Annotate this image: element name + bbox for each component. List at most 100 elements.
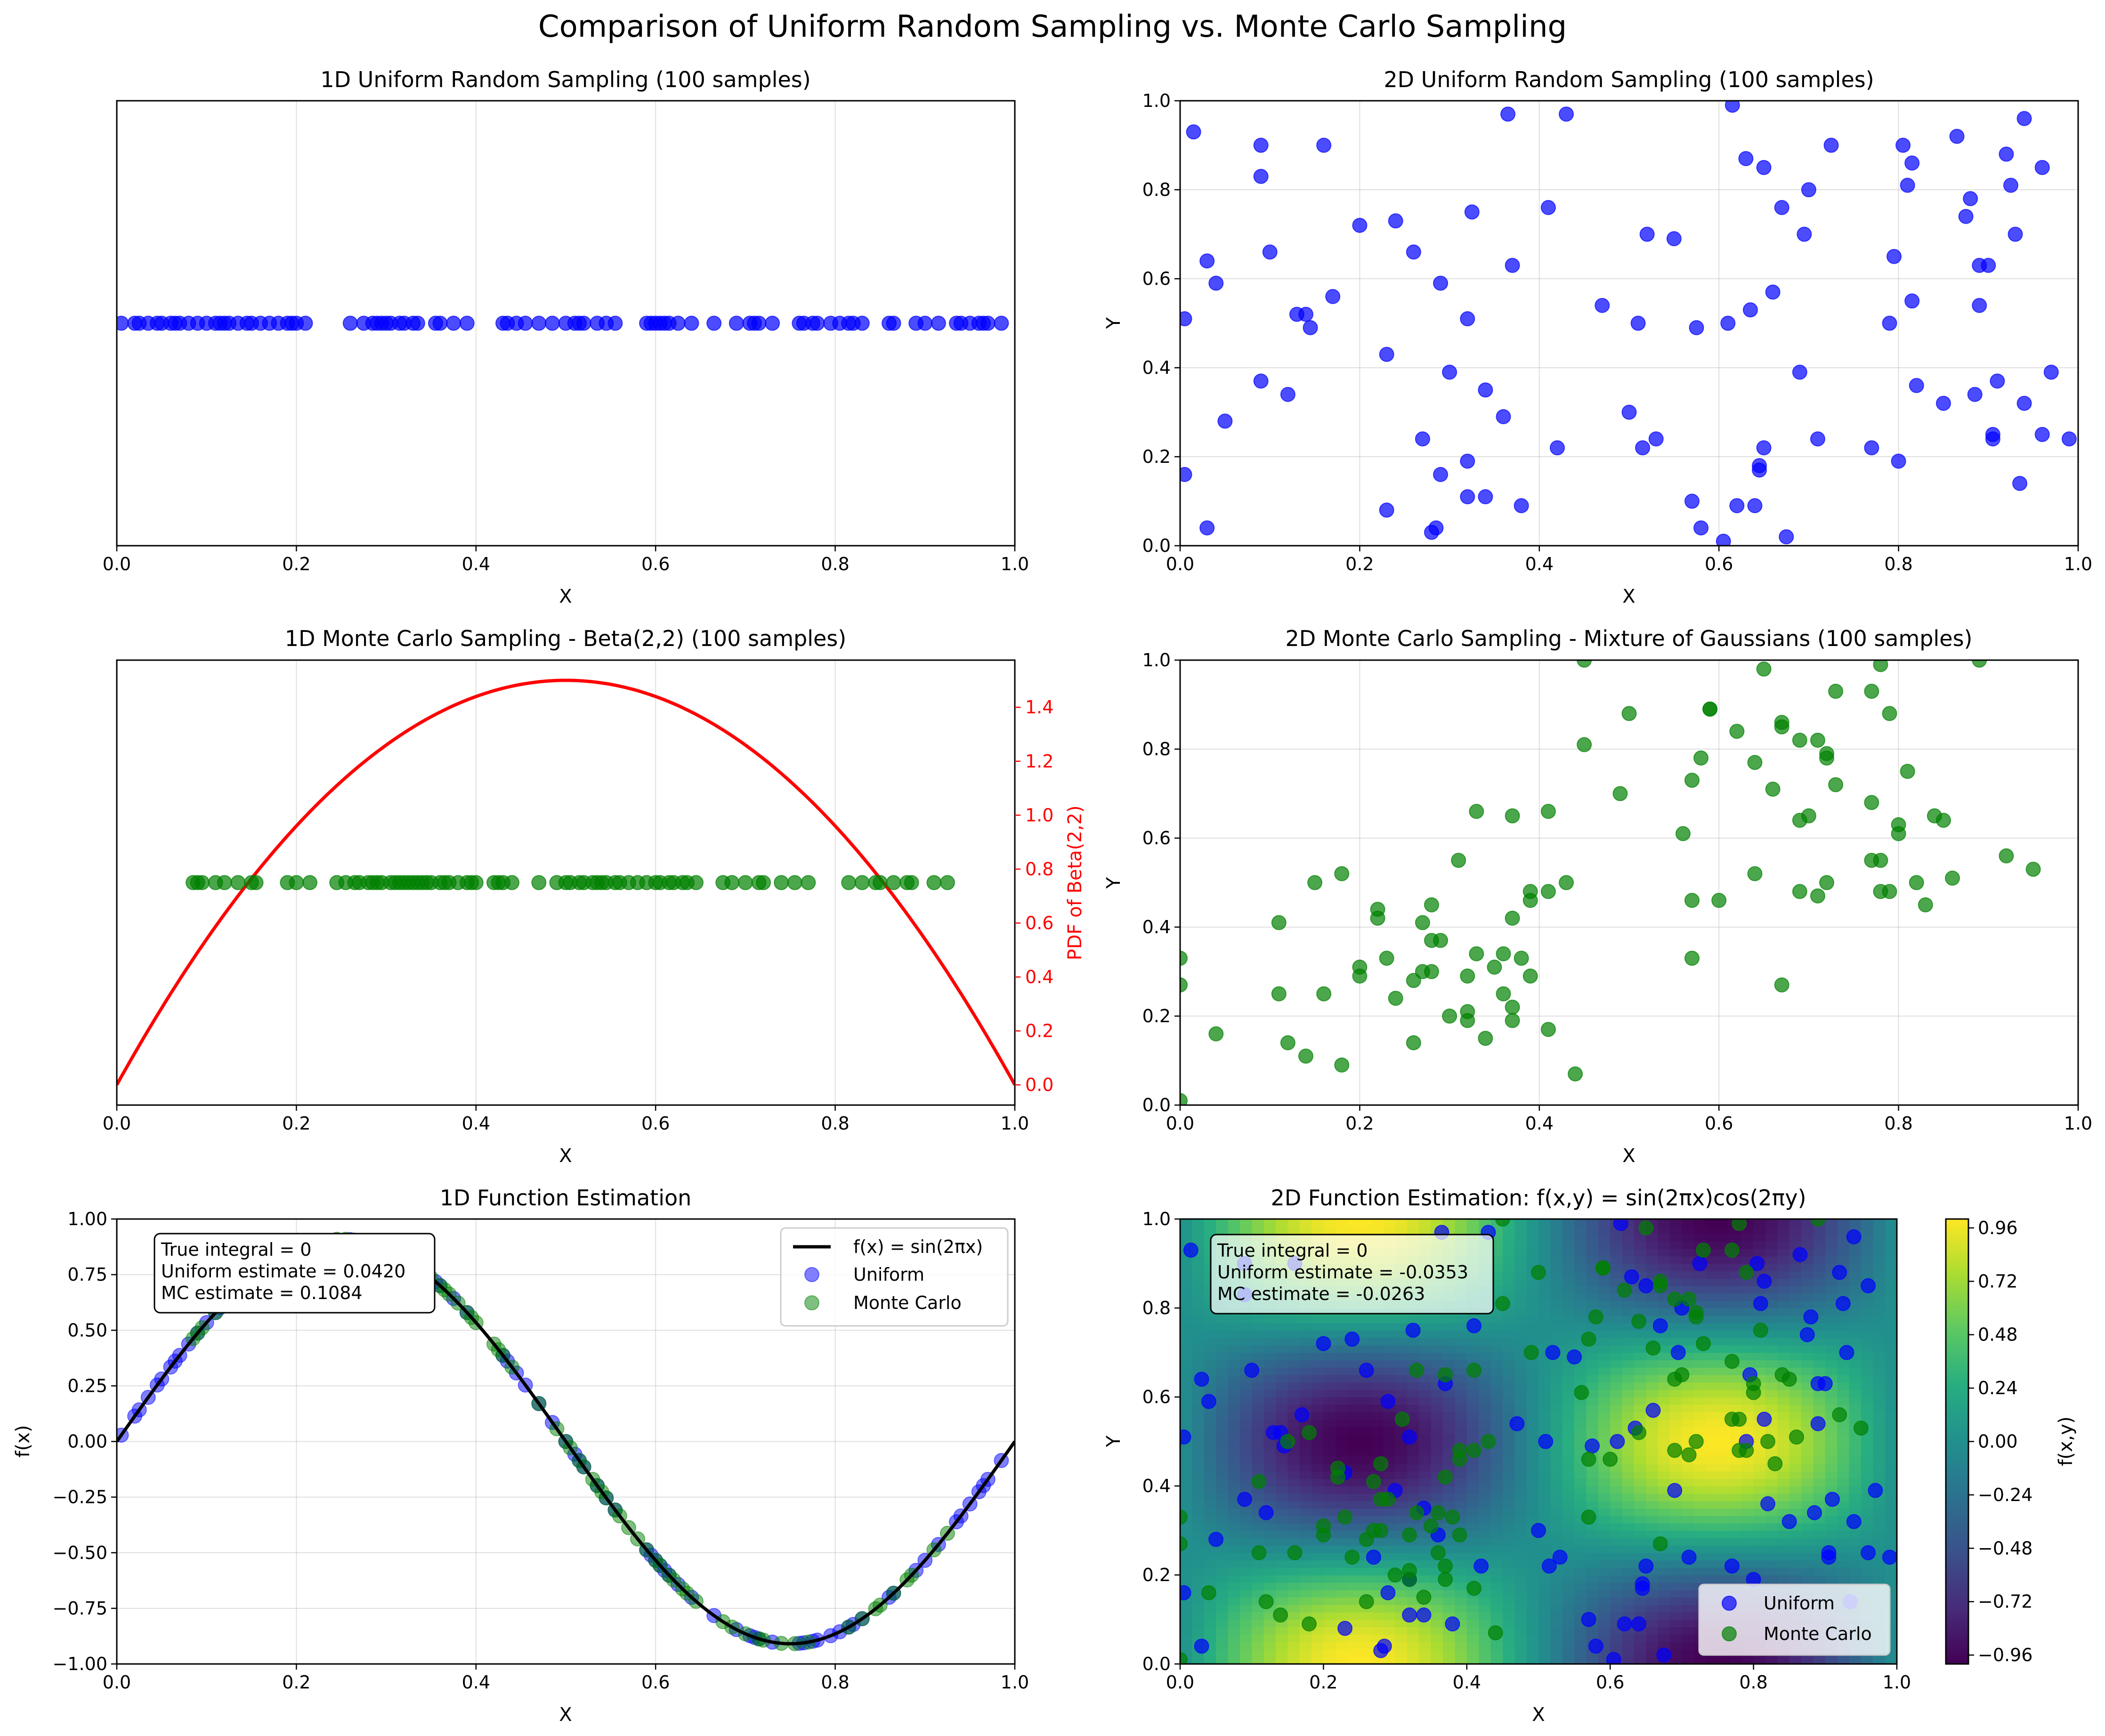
p6-heat-cell xyxy=(1335,1315,1348,1324)
p6-heat-cell xyxy=(1765,1530,1778,1539)
p6-heat-cell xyxy=(1312,1323,1324,1331)
p6-heat-cell xyxy=(1622,1456,1635,1464)
p6-heat-cell xyxy=(1514,1545,1527,1553)
p6-heat-cell xyxy=(1658,1434,1670,1442)
p6-heat-cell xyxy=(1323,1397,1336,1405)
p6-heat-cell xyxy=(1347,1649,1360,1657)
p6-heat-cell xyxy=(1312,1493,1324,1502)
p6-heat-cell xyxy=(1419,1575,1432,1583)
p6-heat-cell xyxy=(1741,1345,1754,1353)
p6-heat-cell xyxy=(1586,1360,1599,1368)
p6-heat-cell xyxy=(1180,1389,1193,1397)
p6-heat-cell xyxy=(1455,1582,1467,1591)
p6-heat-cell xyxy=(1395,1552,1408,1561)
p6-uniform-point xyxy=(1294,1407,1310,1422)
p6-heat-cell xyxy=(1622,1560,1635,1568)
p6-mc-point xyxy=(1201,1585,1216,1600)
p6-mc-point xyxy=(1832,1407,1847,1422)
p6-heat-cell xyxy=(1586,1471,1599,1479)
p6-heat-cell xyxy=(1204,1552,1216,1561)
p6-heat-cell xyxy=(1239,1605,1252,1613)
p6-heat-cell xyxy=(1658,1427,1670,1435)
p6-heat-cell xyxy=(1837,1493,1850,1502)
p6-heat-cell xyxy=(1252,1219,1264,1227)
p6-heat-cell xyxy=(1825,1249,1838,1257)
p6-heat-cell xyxy=(1765,1293,1778,1301)
p6-ytick-label: 0.2 xyxy=(1142,1565,1171,1585)
p6-heat-cell xyxy=(1646,1256,1659,1264)
p6-mc-point xyxy=(1531,1265,1546,1280)
p6-heat-cell xyxy=(1682,1508,1694,1516)
p6-heat-cell xyxy=(1729,1508,1742,1516)
p6-heat-cell xyxy=(1479,1590,1491,1598)
p6-heat-cell xyxy=(1682,1463,1694,1472)
p6-heat-cell xyxy=(1443,1456,1456,1464)
p6-heat-cell xyxy=(1312,1612,1324,1620)
p6-heat-cell xyxy=(1753,1360,1766,1368)
p6-xtick-label: 0.0 xyxy=(1166,1672,1194,1693)
p6-heat-cell xyxy=(1765,1523,1778,1531)
p6-heat-cell xyxy=(1574,1374,1587,1383)
p3-pdf-curve xyxy=(117,678,1015,1086)
p6-mc-point xyxy=(1416,1590,1432,1605)
p6-heat-cell xyxy=(1789,1263,1802,1272)
p6-heat-cell xyxy=(1180,1293,1193,1301)
p6-heat-cell xyxy=(1550,1530,1563,1539)
p6-heat-cell xyxy=(1383,1226,1396,1235)
p6-heat-cell xyxy=(1574,1263,1587,1272)
p6-heat-cell xyxy=(1873,1234,1886,1242)
p6-heat-cell xyxy=(1873,1530,1886,1539)
p6-heat-cell xyxy=(1323,1352,1336,1361)
p6-heat-cell xyxy=(1670,1627,1683,1635)
p6-heat-cell xyxy=(1299,1597,1312,1605)
p6-heat-cell xyxy=(1801,1538,1814,1546)
p6-mc-point xyxy=(1574,1385,1589,1400)
p6-heat-cell xyxy=(1407,1545,1420,1553)
p6-heat-cell xyxy=(1335,1493,1348,1502)
p4-point xyxy=(1271,986,1287,1001)
p6-heat-cell xyxy=(1873,1293,1886,1301)
p6-heat-cell xyxy=(1443,1597,1456,1605)
p6-heat-cell xyxy=(1598,1575,1611,1583)
p6-heat-cell xyxy=(1263,1397,1276,1405)
p6-heat-cell xyxy=(1574,1641,1587,1650)
p6-heat-cell xyxy=(1359,1463,1372,1472)
p6-heat-cell xyxy=(1455,1352,1467,1361)
p6-heat-cell xyxy=(1574,1367,1587,1375)
p6-heat-cell xyxy=(1490,1382,1503,1390)
p6-heat-cell xyxy=(1574,1590,1587,1598)
p6-heat-cell xyxy=(1383,1374,1396,1383)
p5-annotation-line-1: True integral = 0 xyxy=(161,1239,311,1260)
p3-point xyxy=(230,875,246,890)
p2-point xyxy=(2043,364,2059,380)
p6-heat-cell xyxy=(1299,1226,1312,1235)
p6-heat-cell xyxy=(1706,1360,1718,1368)
p6-heat-cell xyxy=(1801,1360,1814,1368)
p6-heat-cell xyxy=(1586,1300,1599,1308)
p6-heat-cell xyxy=(1275,1338,1288,1346)
p6-heat-cell xyxy=(1658,1397,1670,1405)
p6-heat-cell xyxy=(1670,1590,1683,1598)
p6-heat-cell xyxy=(1431,1649,1443,1657)
p2-ytick-label: 0.0 xyxy=(1142,535,1171,556)
p6-heat-cell xyxy=(1550,1278,1563,1286)
p6-heat-cell xyxy=(1610,1352,1623,1361)
p6-heat-cell xyxy=(1180,1634,1193,1642)
p6-heat-cell xyxy=(1693,1427,1706,1435)
p6-heat-cell xyxy=(1490,1545,1503,1553)
p2-ytick-label: 0.6 xyxy=(1142,268,1171,289)
p6-heat-cell xyxy=(1180,1308,1193,1316)
p6-heat-cell xyxy=(1431,1441,1443,1450)
p2-point xyxy=(1810,431,1825,447)
p6-heat-cell xyxy=(1263,1219,1276,1227)
p6-heat-cell xyxy=(1670,1263,1683,1272)
p6-heat-cell xyxy=(1873,1427,1886,1435)
p6-heat-cell xyxy=(1765,1241,1778,1249)
p6-heat-cell xyxy=(1753,1463,1766,1472)
p6-heat-cell xyxy=(1562,1612,1575,1620)
p6-heat-cell xyxy=(1538,1389,1551,1397)
p6-heat-cell xyxy=(1239,1330,1252,1338)
p6-legend-uniform-marker xyxy=(1722,1596,1737,1611)
p6-heat-cell xyxy=(1312,1641,1324,1650)
p6-uniform-point xyxy=(1194,1639,1209,1654)
